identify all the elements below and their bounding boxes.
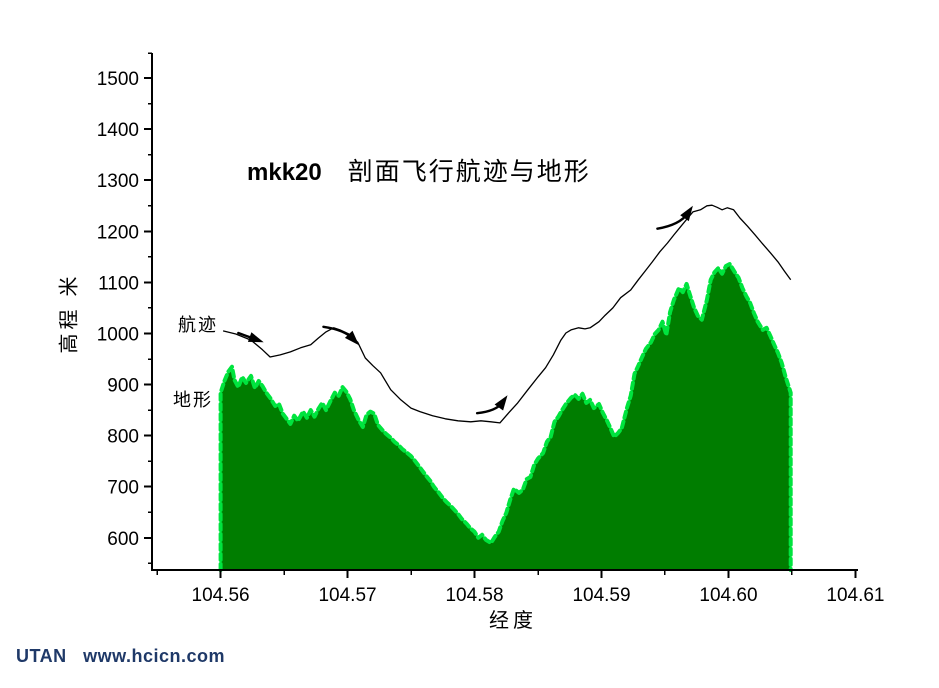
terrain-area — [220, 264, 791, 570]
chart-title: 剖面飞行航迹与地形 — [347, 159, 591, 186]
y-axis-label: 高程 米 — [58, 272, 81, 354]
y-tick-label: 600 — [107, 529, 139, 550]
chart-title-prefix: mkk20 — [247, 159, 322, 186]
y-tick-label: 1100 — [98, 273, 139, 294]
flight-arrow-head — [680, 205, 693, 222]
y-tick-label: 1500 — [97, 69, 139, 90]
watermark-text: UTAN www.hcicn.com — [16, 646, 226, 666]
x-axis-label: 经度 — [489, 610, 537, 632]
x-tick-label: 104.56 — [192, 585, 250, 606]
x-tick-label: 104.60 — [699, 585, 757, 606]
flight-arrow-head — [247, 332, 264, 343]
y-tick-label: 1200 — [97, 222, 139, 243]
y-tick-label: 1400 — [97, 120, 139, 141]
y-tick-label: 1300 — [97, 171, 139, 192]
flight-path-label: 航迹 — [178, 315, 218, 335]
terrain-label: 地形 — [173, 390, 213, 410]
x-tick-label: 104.57 — [318, 585, 376, 606]
y-tick-label: 700 — [107, 478, 139, 499]
x-tick-label: 104.61 — [826, 585, 884, 606]
flight-arrow-head — [494, 395, 508, 411]
y-tick-label: 1000 — [97, 324, 139, 345]
x-tick-label: 104.58 — [445, 585, 503, 606]
flight-arrow-head — [344, 330, 359, 346]
y-tick-label: 900 — [107, 376, 139, 397]
x-tick-label: 104.59 — [572, 585, 630, 606]
y-tick-label: 800 — [107, 427, 139, 448]
chart-title-row: mkk20 剖面飞行航迹与地形 — [247, 152, 591, 188]
axis-spines — [151, 53, 858, 571]
terrain-outline — [218, 262, 793, 572]
